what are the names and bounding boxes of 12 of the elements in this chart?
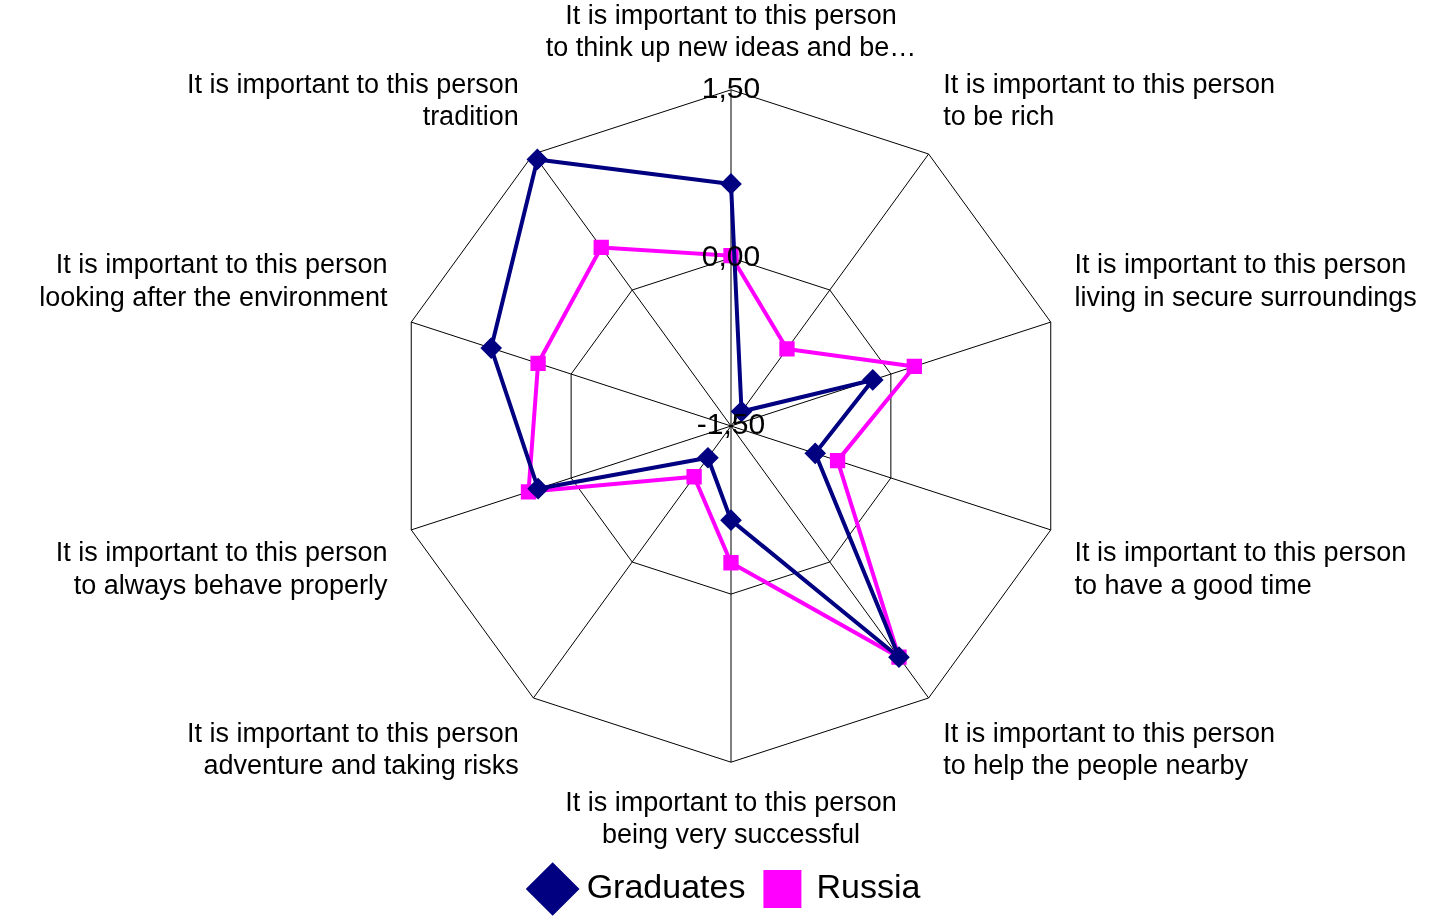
spoke-label: It is important to this person to have a good time (1074, 537, 1407, 600)
spoke-label: It is important to this person to always behave properly (55, 537, 388, 600)
legend-label: Graduates (586, 867, 746, 906)
spoke-label: It is important to this person adventure and taking risks (187, 717, 519, 781)
spoke-label: It is important to this person tradition (187, 68, 519, 132)
spoke-label: It is important to this person to help the people nearby (943, 717, 1275, 781)
spoke-label: It is important to this person living in secure surroundings (1074, 249, 1417, 312)
legend-label: Russia (816, 867, 921, 906)
spoke-label: It is important to this person being very successful (565, 786, 897, 850)
spoke-label: It is important to this person to be rich (943, 68, 1275, 132)
spoke-label: It is important to this person looking after the environment (39, 249, 388, 312)
spoke-label: It is important to this person to think up new ideas and be… (545, 0, 917, 63)
